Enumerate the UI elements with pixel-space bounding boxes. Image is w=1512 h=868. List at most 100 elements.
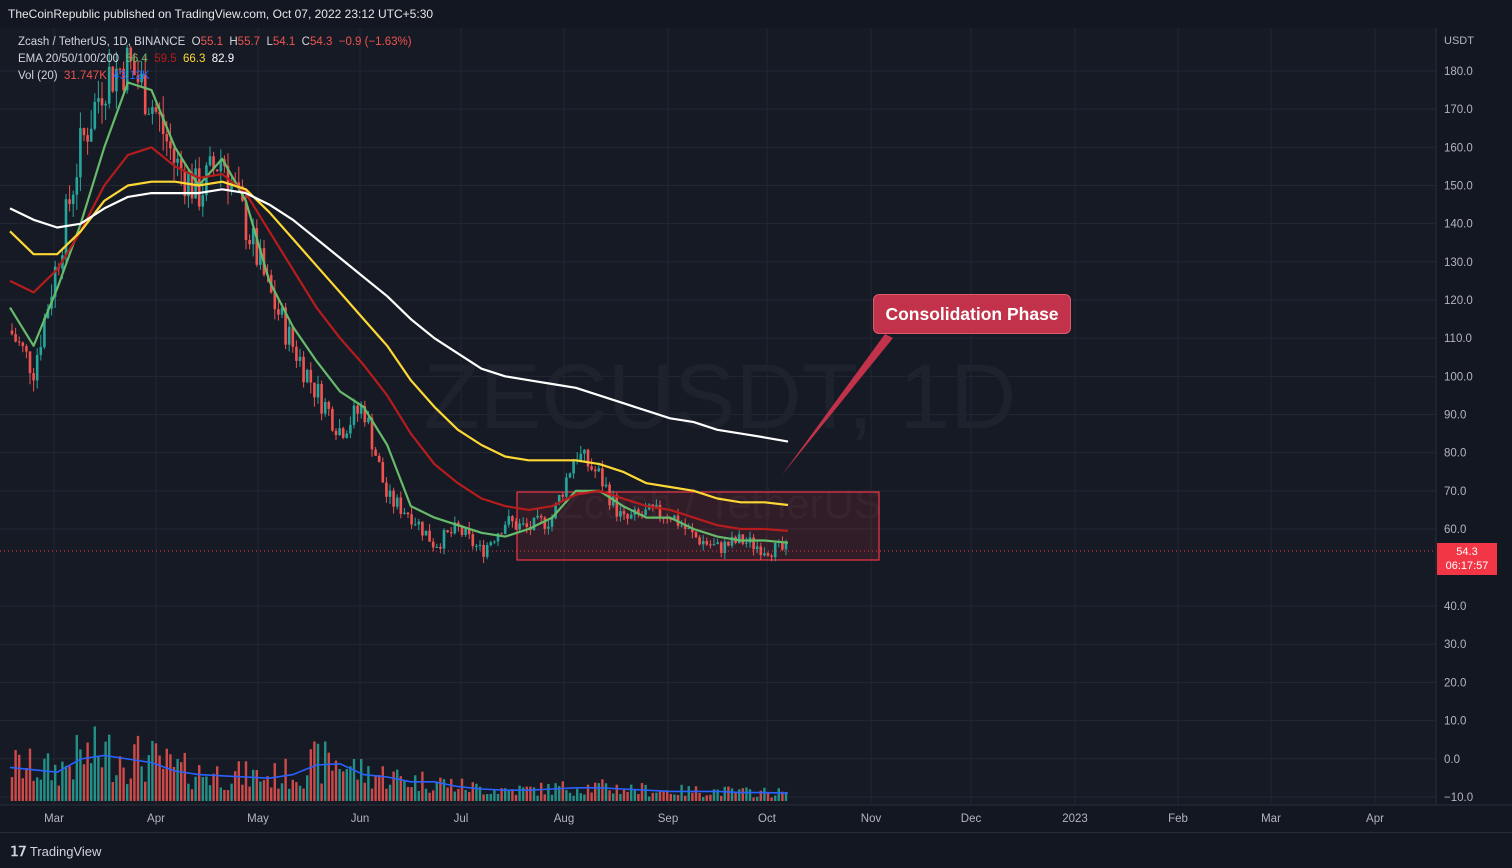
volume-bar (86, 742, 89, 801)
volume-bar (597, 783, 600, 801)
candle-body (590, 466, 593, 470)
y-tick-label: 0.0 (1444, 754, 1460, 766)
volume-bar (439, 777, 442, 801)
volume-bar (720, 795, 723, 801)
candle-body (622, 511, 626, 515)
volume-bar (612, 793, 615, 801)
candle-body (766, 553, 770, 556)
legend-low-label: L (266, 36, 273, 48)
volume-bar (187, 783, 190, 801)
volume-bar (212, 773, 215, 801)
candle-body (687, 528, 691, 530)
candle-body (17, 341, 21, 343)
volume-bar (709, 794, 712, 801)
volume-bar (324, 741, 327, 801)
candle-body (521, 523, 525, 525)
volume-bar (496, 793, 500, 801)
candle-body (727, 541, 730, 546)
y-tick-label: 20.0 (1444, 677, 1466, 689)
volume-bar (93, 726, 96, 801)
ema-lines (9, 81, 789, 794)
x-tick-label: 2023 (1062, 813, 1088, 825)
volume-bar (468, 792, 471, 801)
ema-line-ema20[interactable] (9, 81, 789, 544)
volume-bar (226, 790, 230, 801)
volume-bar (25, 768, 28, 801)
callout-pointer (782, 334, 893, 475)
volume-bar (57, 785, 60, 801)
candle-body (356, 405, 359, 414)
volume-bar (705, 795, 708, 801)
candle-body (475, 545, 478, 547)
volume-bar (115, 775, 118, 801)
candle-body (615, 494, 619, 517)
candle-body (669, 518, 673, 520)
volume-bar (680, 784, 683, 801)
chart-legend: Zcash / TetherUS, 1D, BINANCE O55.1 H55.… (18, 34, 412, 85)
consolidation-phase-callout[interactable]: Consolidation Phase (873, 294, 1071, 334)
candle-body (179, 158, 183, 171)
candle-body (43, 317, 46, 348)
x-tick-label: Aug (554, 813, 574, 825)
tradingview-logo[interactable]: 𝟣𝟩 TradingView (10, 843, 101, 860)
legend-low: 54.1 (272, 36, 296, 48)
candle-body (194, 168, 197, 199)
volume-bar (129, 778, 132, 801)
candle-body (453, 522, 457, 534)
volume-bar (100, 767, 104, 801)
candle-body (460, 526, 464, 535)
volume-bar (583, 794, 586, 801)
candle-body (629, 514, 633, 519)
candle-body (284, 307, 287, 345)
legend-vol-row[interactable]: Vol (20) 31.747K 43.12K (18, 68, 412, 85)
candle-body (248, 239, 251, 245)
volume-bar (219, 787, 222, 801)
volume-bar (147, 755, 150, 801)
candle-body (698, 537, 701, 545)
legend-ema-row[interactable]: EMA 20/50/100/200 56.4 59.5 66.3 82.9 (18, 51, 412, 68)
volume-bar (457, 788, 460, 801)
candle-body (511, 516, 514, 522)
volume-bar (561, 781, 564, 801)
volume-bar (752, 797, 755, 801)
volume-bar (50, 780, 53, 801)
candle-body (32, 373, 35, 381)
candle-body (244, 200, 248, 240)
volume-bar (165, 748, 168, 801)
candle-body (554, 503, 557, 519)
candle-body (428, 530, 431, 542)
chart-plot-area[interactable] (0, 28, 1436, 805)
x-tick-label: Jul (454, 813, 469, 825)
ema-line-ema50[interactable] (9, 146, 789, 532)
candle-body (125, 47, 129, 91)
volume-ma-line[interactable] (9, 754, 789, 794)
ema-line-ema200[interactable] (9, 188, 789, 443)
volume-bar (43, 758, 46, 801)
candle-body (701, 541, 705, 545)
candle-body (421, 521, 424, 536)
volume-bar (399, 776, 402, 801)
volume-bar (248, 786, 251, 801)
legend-symbol[interactable]: Zcash / TetherUS, 1D, BINANCE (18, 36, 186, 48)
y-tick-label: 150.0 (1444, 181, 1473, 193)
volume-bar (450, 778, 453, 801)
volume-bar (406, 786, 410, 801)
candle-body (107, 66, 111, 104)
candle-body (413, 524, 417, 526)
candle-body (349, 424, 352, 434)
candle-body (104, 103, 107, 106)
volume-bar (79, 749, 82, 801)
x-tick-label: Mar (44, 813, 64, 825)
volume-bar (136, 735, 140, 801)
consolidation-box[interactable] (516, 491, 880, 561)
volume-bar (518, 785, 521, 801)
chart-svg[interactable]: ZECUSDT, 1D Zcash / TetherUS 180.0170.01… (0, 28, 1512, 832)
volume-bar (770, 797, 773, 801)
volume-bar (392, 771, 395, 801)
ema-line-ema100[interactable] (9, 180, 789, 507)
volume-bar (504, 788, 507, 801)
y-tick-label: 70.0 (1444, 486, 1466, 498)
legend-ema-label: EMA 20/50/100/200 (18, 53, 120, 65)
volume-bar (568, 792, 572, 801)
volume-bar (180, 762, 183, 801)
